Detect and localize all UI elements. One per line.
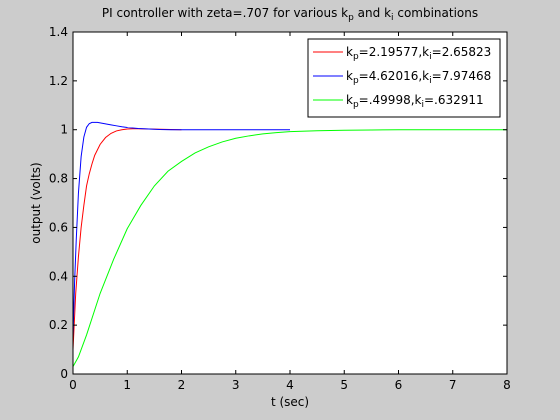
y-axis-label: output (volts) bbox=[29, 162, 43, 244]
chart-title: PI controller with zeta=.707 for various… bbox=[102, 6, 478, 23]
x-tick-label: 5 bbox=[340, 378, 348, 392]
y-tick-label: 0.2 bbox=[49, 318, 68, 332]
legend-entry: kp=4.62016,ki=7.97468 bbox=[346, 69, 491, 86]
y-tick-label: 0.6 bbox=[49, 220, 68, 234]
y-tick-label: 0.8 bbox=[49, 172, 68, 186]
legend-entry: kp=2.19577,ki=2.65823 bbox=[346, 45, 491, 62]
x-tick-label: 2 bbox=[178, 378, 186, 392]
y-tick-label: 0 bbox=[60, 367, 68, 381]
series-line-1 bbox=[72, 121, 290, 338]
x-tick-label: 3 bbox=[232, 378, 240, 392]
y-tick-label: 0.4 bbox=[49, 269, 68, 283]
x-tick-label: 8 bbox=[503, 378, 511, 392]
x-tick-label: 1 bbox=[123, 378, 131, 392]
ticks-layer: 0 1 2 3 4 5 6 7 8 0 0.2 0.4 0.6 0.8 1 1.2 1.4 bbox=[49, 25, 511, 392]
y-tick-label: 1.4 bbox=[49, 25, 68, 39]
legend-entry: kp=.49998,ki=.632911 bbox=[346, 93, 484, 110]
y-tick-label: 1.2 bbox=[49, 74, 68, 88]
series-line-2 bbox=[72, 129, 507, 367]
legend: kp=2.19577,ki=2.65823 kp=4.62016,ki=7.974… bbox=[307, 38, 501, 118]
x-tick-label: 6 bbox=[395, 378, 403, 392]
x-tick-label: 4 bbox=[286, 378, 294, 392]
x-tick-label: 0 bbox=[69, 378, 77, 392]
x-axis-label: t (sec) bbox=[271, 395, 309, 409]
series-layer bbox=[72, 121, 507, 367]
x-tick-label: 7 bbox=[449, 378, 457, 392]
y-tick-label: 1 bbox=[60, 123, 68, 137]
